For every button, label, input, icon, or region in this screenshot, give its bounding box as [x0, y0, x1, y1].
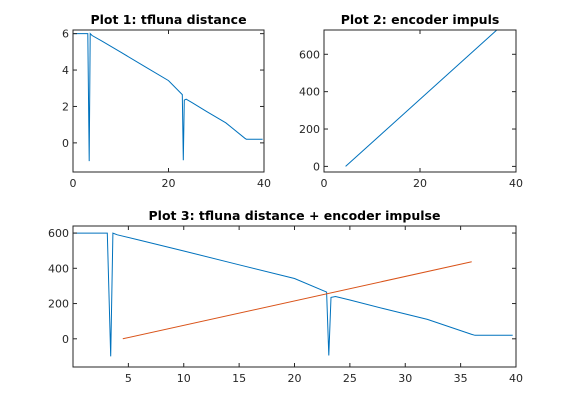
y-tick-label: 0	[62, 333, 69, 346]
x-tick-label: 0	[321, 177, 328, 190]
series-line-1	[73, 32, 263, 162]
plot-title: Plot 1: tfluna distance	[90, 12, 246, 27]
y-tick-label: 0	[62, 137, 69, 150]
axes-box	[323, 29, 517, 173]
series-line-2	[122, 261, 472, 340]
x-tick-label: 40	[509, 372, 523, 385]
y-tick-label: 4	[62, 64, 69, 77]
x-tick-label: 40	[509, 177, 523, 190]
y-tick-label: 0	[313, 160, 320, 173]
series-line-1	[345, 29, 498, 167]
y-tick-label: 200	[48, 298, 69, 311]
axes-box	[72, 225, 517, 368]
y-tick-label: 200	[299, 123, 320, 136]
x-tick-label: 20	[162, 177, 176, 190]
x-tick-label: 35	[454, 372, 468, 385]
y-tick-label: 400	[48, 262, 69, 275]
axes-box	[72, 29, 265, 173]
x-tick-label: 20	[413, 177, 427, 190]
x-tick-label: 15	[232, 372, 246, 385]
plot-title: Plot 2: encoder impuls	[341, 12, 500, 27]
y-tick-label: 400	[299, 86, 320, 99]
x-tick-label: 25	[343, 372, 357, 385]
x-tick-label: 40	[257, 177, 271, 190]
y-tick-label: 600	[48, 227, 69, 240]
plot-title: Plot 3: tfluna distance + encoder impuls…	[149, 208, 441, 223]
x-tick-label: 0	[70, 177, 77, 190]
x-tick-label: 10	[177, 372, 191, 385]
y-tick-label: 2	[62, 100, 69, 113]
plot-3-tfluna-distance-encoder-impulse: Plot 3: tfluna distance + encoder impuls…	[48, 208, 523, 385]
y-tick-label: 600	[299, 48, 320, 61]
y-tick-label: 6	[62, 28, 69, 41]
x-tick-label: 30	[398, 372, 412, 385]
series-line-1	[73, 232, 513, 357]
plot-1-tfluna-distance: Plot 1: tfluna distance 0 20 40 0 2 4 6	[62, 12, 271, 190]
x-tick-label: 20	[288, 372, 302, 385]
x-tick-label: 5	[125, 372, 132, 385]
